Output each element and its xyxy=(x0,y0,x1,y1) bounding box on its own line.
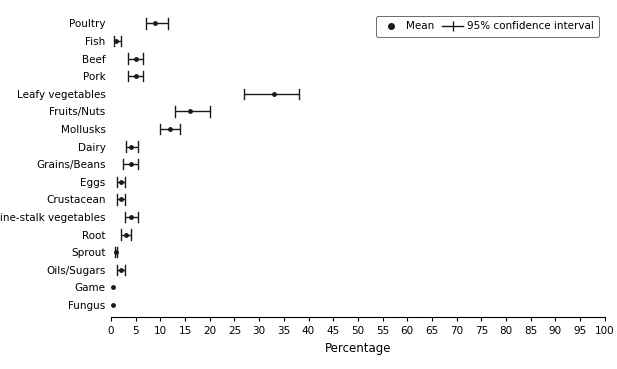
X-axis label: Percentage: Percentage xyxy=(325,342,391,355)
Legend: Mean, 95% confidence interval: Mean, 95% confidence interval xyxy=(376,16,600,37)
